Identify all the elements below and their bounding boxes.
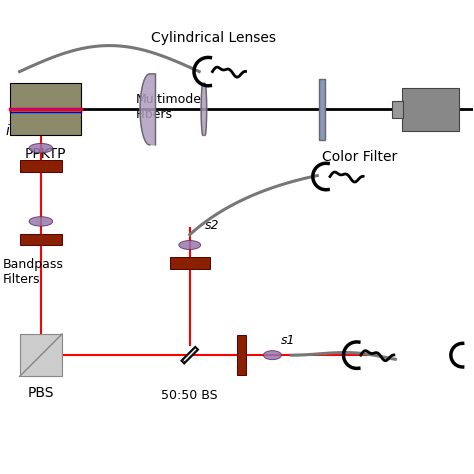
Ellipse shape: [29, 144, 53, 153]
Text: 50:50 BS: 50:50 BS: [162, 389, 218, 402]
Text: i: i: [5, 124, 9, 137]
Bar: [10, 83, 81, 109]
Bar: [10, 109, 81, 136]
Text: Multimode
Fibers: Multimode Fibers: [136, 93, 201, 121]
Polygon shape: [140, 74, 155, 145]
Bar: [402, 88, 459, 131]
Polygon shape: [181, 346, 198, 364]
Text: Cylindrical Lenses: Cylindrical Lenses: [151, 31, 276, 46]
Ellipse shape: [29, 217, 53, 226]
Text: Color Filter: Color Filter: [322, 150, 398, 164]
Bar: [319, 79, 325, 140]
Ellipse shape: [264, 351, 282, 360]
Bar: [170, 257, 210, 269]
Bar: [19, 160, 62, 172]
Bar: [19, 334, 62, 376]
Polygon shape: [201, 83, 207, 136]
Text: s2: s2: [205, 219, 219, 232]
Text: PPKTP: PPKTP: [25, 147, 66, 161]
Bar: [19, 234, 62, 245]
Text: PBS: PBS: [27, 386, 54, 400]
Bar: [392, 101, 403, 118]
Ellipse shape: [179, 240, 201, 249]
Bar: [237, 335, 246, 375]
Text: Bandpass
Filters: Bandpass Filters: [3, 258, 64, 286]
Text: s1: s1: [281, 334, 295, 346]
